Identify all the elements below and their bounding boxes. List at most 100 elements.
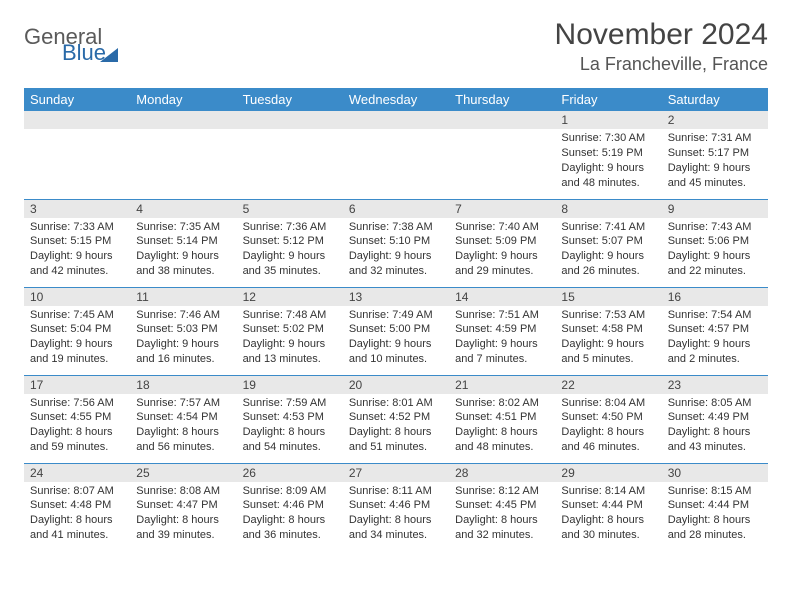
dayhead-wed: Wednesday bbox=[343, 88, 449, 111]
sunset-text: Sunset: 5:15 PM bbox=[30, 234, 124, 249]
day-details: Sunrise: 7:40 AMSunset: 5:09 PMDaylight:… bbox=[449, 218, 555, 283]
sunset-text: Sunset: 5:03 PM bbox=[136, 322, 230, 337]
day-number: 2 bbox=[662, 111, 768, 129]
daylight-text2: and 59 minutes. bbox=[30, 440, 124, 455]
day-number: 4 bbox=[130, 200, 236, 218]
daylight-text: Daylight: 9 hours bbox=[668, 337, 762, 352]
sunrise-text: Sunrise: 7:31 AM bbox=[668, 131, 762, 146]
sunrise-text: Sunrise: 7:40 AM bbox=[455, 220, 549, 235]
day-number: 1 bbox=[555, 111, 661, 129]
day-details: Sunrise: 8:02 AMSunset: 4:51 PMDaylight:… bbox=[449, 394, 555, 459]
sunrise-text: Sunrise: 7:59 AM bbox=[243, 396, 337, 411]
day-number: 28 bbox=[449, 464, 555, 482]
sunset-text: Sunset: 4:48 PM bbox=[30, 498, 124, 513]
daylight-text2: and 39 minutes. bbox=[136, 528, 230, 543]
empty-day-bar bbox=[237, 111, 343, 129]
daylight-text2: and 48 minutes. bbox=[561, 176, 655, 191]
calendar-page: General Blue November 2024 La Franchevil… bbox=[0, 0, 792, 569]
day-number: 7 bbox=[449, 200, 555, 218]
day-number: 3 bbox=[24, 200, 130, 218]
day-number: 30 bbox=[662, 464, 768, 482]
calendar-cell bbox=[237, 111, 343, 199]
sunset-text: Sunset: 4:55 PM bbox=[30, 410, 124, 425]
sunset-text: Sunset: 5:07 PM bbox=[561, 234, 655, 249]
calendar-cell: 3Sunrise: 7:33 AMSunset: 5:15 PMDaylight… bbox=[24, 199, 130, 287]
daylight-text: Daylight: 8 hours bbox=[455, 513, 549, 528]
calendar-week: 24Sunrise: 8:07 AMSunset: 4:48 PMDayligh… bbox=[24, 463, 768, 551]
calendar-cell: 19Sunrise: 7:59 AMSunset: 4:53 PMDayligh… bbox=[237, 375, 343, 463]
sunset-text: Sunset: 4:57 PM bbox=[668, 322, 762, 337]
daylight-text: Daylight: 8 hours bbox=[243, 425, 337, 440]
month-title: November 2024 bbox=[555, 18, 768, 52]
sunset-text: Sunset: 5:12 PM bbox=[243, 234, 337, 249]
day-details: Sunrise: 8:11 AMSunset: 4:46 PMDaylight:… bbox=[343, 482, 449, 547]
day-number: 17 bbox=[24, 376, 130, 394]
sunset-text: Sunset: 4:46 PM bbox=[349, 498, 443, 513]
sunset-text: Sunset: 5:14 PM bbox=[136, 234, 230, 249]
daylight-text2: and 42 minutes. bbox=[30, 264, 124, 279]
daylight-text: Daylight: 9 hours bbox=[243, 337, 337, 352]
sunset-text: Sunset: 4:53 PM bbox=[243, 410, 337, 425]
sunrise-text: Sunrise: 8:09 AM bbox=[243, 484, 337, 499]
day-number: 19 bbox=[237, 376, 343, 394]
daylight-text2: and 26 minutes. bbox=[561, 264, 655, 279]
calendar-cell: 8Sunrise: 7:41 AMSunset: 5:07 PMDaylight… bbox=[555, 199, 661, 287]
daylight-text: Daylight: 9 hours bbox=[243, 249, 337, 264]
day-details: Sunrise: 7:57 AMSunset: 4:54 PMDaylight:… bbox=[130, 394, 236, 459]
sunset-text: Sunset: 4:46 PM bbox=[243, 498, 337, 513]
day-details: Sunrise: 7:36 AMSunset: 5:12 PMDaylight:… bbox=[237, 218, 343, 283]
calendar-cell: 15Sunrise: 7:53 AMSunset: 4:58 PMDayligh… bbox=[555, 287, 661, 375]
sunrise-text: Sunrise: 7:48 AM bbox=[243, 308, 337, 323]
day-number: 16 bbox=[662, 288, 768, 306]
sunrise-text: Sunrise: 7:45 AM bbox=[30, 308, 124, 323]
calendar-cell: 10Sunrise: 7:45 AMSunset: 5:04 PMDayligh… bbox=[24, 287, 130, 375]
sunset-text: Sunset: 5:02 PM bbox=[243, 322, 337, 337]
day-details: Sunrise: 8:15 AMSunset: 4:44 PMDaylight:… bbox=[662, 482, 768, 547]
day-details: Sunrise: 8:04 AMSunset: 4:50 PMDaylight:… bbox=[555, 394, 661, 459]
day-number: 25 bbox=[130, 464, 236, 482]
calendar-week: 10Sunrise: 7:45 AMSunset: 5:04 PMDayligh… bbox=[24, 287, 768, 375]
sunrise-text: Sunrise: 7:30 AM bbox=[561, 131, 655, 146]
daylight-text: Daylight: 9 hours bbox=[561, 249, 655, 264]
calendar-cell: 27Sunrise: 8:11 AMSunset: 4:46 PMDayligh… bbox=[343, 463, 449, 551]
empty-day-bar bbox=[24, 111, 130, 129]
calendar-week: 3Sunrise: 7:33 AMSunset: 5:15 PMDaylight… bbox=[24, 199, 768, 287]
sunrise-text: Sunrise: 8:11 AM bbox=[349, 484, 443, 499]
day-details: Sunrise: 7:59 AMSunset: 4:53 PMDaylight:… bbox=[237, 394, 343, 459]
logo-part2: Blue bbox=[62, 40, 106, 65]
calendar-cell bbox=[449, 111, 555, 199]
calendar-cell: 9Sunrise: 7:43 AMSunset: 5:06 PMDaylight… bbox=[662, 199, 768, 287]
empty-day-bar bbox=[449, 111, 555, 129]
daylight-text: Daylight: 9 hours bbox=[455, 337, 549, 352]
daylight-text: Daylight: 8 hours bbox=[243, 513, 337, 528]
sunset-text: Sunset: 4:44 PM bbox=[668, 498, 762, 513]
day-number: 11 bbox=[130, 288, 236, 306]
day-details: Sunrise: 7:48 AMSunset: 5:02 PMDaylight:… bbox=[237, 306, 343, 371]
calendar-cell: 23Sunrise: 8:05 AMSunset: 4:49 PMDayligh… bbox=[662, 375, 768, 463]
calendar-table: Sunday Monday Tuesday Wednesday Thursday… bbox=[24, 88, 768, 551]
sunset-text: Sunset: 4:54 PM bbox=[136, 410, 230, 425]
day-details: Sunrise: 7:30 AMSunset: 5:19 PMDaylight:… bbox=[555, 129, 661, 194]
daylight-text: Daylight: 8 hours bbox=[136, 425, 230, 440]
sunrise-text: Sunrise: 7:51 AM bbox=[455, 308, 549, 323]
daylight-text2: and 5 minutes. bbox=[561, 352, 655, 367]
daylight-text2: and 29 minutes. bbox=[455, 264, 549, 279]
day-details: Sunrise: 7:31 AMSunset: 5:17 PMDaylight:… bbox=[662, 129, 768, 194]
daylight-text2: and 32 minutes. bbox=[455, 528, 549, 543]
daylight-text: Daylight: 8 hours bbox=[349, 425, 443, 440]
sunset-text: Sunset: 4:50 PM bbox=[561, 410, 655, 425]
day-number: 9 bbox=[662, 200, 768, 218]
daylight-text2: and 22 minutes. bbox=[668, 264, 762, 279]
daylight-text: Daylight: 8 hours bbox=[30, 425, 124, 440]
day-number: 12 bbox=[237, 288, 343, 306]
sunrise-text: Sunrise: 7:57 AM bbox=[136, 396, 230, 411]
daylight-text: Daylight: 8 hours bbox=[455, 425, 549, 440]
sunrise-text: Sunrise: 7:54 AM bbox=[668, 308, 762, 323]
calendar-cell: 12Sunrise: 7:48 AMSunset: 5:02 PMDayligh… bbox=[237, 287, 343, 375]
sunset-text: Sunset: 4:49 PM bbox=[668, 410, 762, 425]
day-details: Sunrise: 8:01 AMSunset: 4:52 PMDaylight:… bbox=[343, 394, 449, 459]
sunrise-text: Sunrise: 7:46 AM bbox=[136, 308, 230, 323]
sunset-text: Sunset: 4:52 PM bbox=[349, 410, 443, 425]
sunset-text: Sunset: 4:51 PM bbox=[455, 410, 549, 425]
calendar-cell: 24Sunrise: 8:07 AMSunset: 4:48 PMDayligh… bbox=[24, 463, 130, 551]
